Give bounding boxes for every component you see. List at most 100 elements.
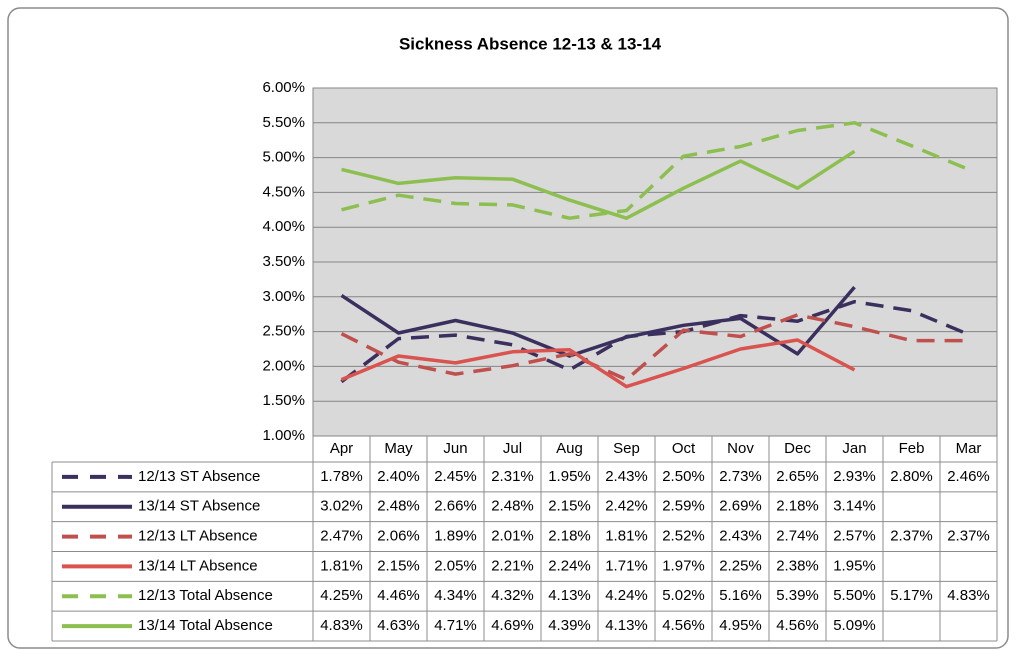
table-value: 5.17%: [890, 587, 933, 604]
table-value: 2.37%: [890, 528, 933, 545]
table-value: 2.24%: [548, 557, 591, 574]
y-tick-label: 1.00%: [262, 427, 305, 444]
legend-label: 12/13 LT Absence: [138, 528, 258, 545]
table-value: 4.83%: [947, 587, 990, 604]
table-value: 3.14%: [833, 498, 876, 515]
table-value: 4.39%: [548, 617, 591, 634]
y-tick-label: 2.00%: [262, 357, 305, 374]
table-value: 1.95%: [548, 468, 591, 485]
table-value: 2.50%: [662, 468, 705, 485]
chart-title: Sickness Absence 12-13 & 13-14: [399, 34, 662, 53]
table-value: 2.18%: [776, 498, 819, 515]
table-value: 4.34%: [434, 587, 477, 604]
table-value: 4.46%: [377, 587, 420, 604]
table-value: 2.01%: [491, 528, 534, 545]
x-tick-label: Mar: [956, 440, 982, 457]
x-tick-label: Jul: [503, 440, 522, 457]
table-value: 4.83%: [320, 617, 363, 634]
table-value: 4.25%: [320, 587, 363, 604]
legend-label: 12/13 ST Absence: [138, 468, 260, 485]
table-value: 1.89%: [434, 528, 477, 545]
x-tick-label: Oct: [672, 440, 696, 457]
y-tick-label: 5.00%: [262, 149, 305, 166]
x-tick-label: Jan: [842, 440, 866, 457]
series-line: [340, 285, 856, 358]
y-tick-label: 2.50%: [262, 323, 305, 340]
legend-label: 13/14 Total Absence: [138, 617, 273, 634]
legend-label: 13/14 LT Absence: [138, 557, 258, 574]
table-value: 2.46%: [947, 468, 990, 485]
table-value: 4.69%: [491, 617, 534, 634]
series-line: [340, 313, 969, 382]
table-value: 2.74%: [776, 528, 819, 545]
table-value: 4.56%: [662, 617, 705, 634]
table-value: 1.81%: [605, 528, 648, 545]
table-value: 2.57%: [833, 528, 876, 545]
series-line: [341, 149, 856, 220]
table-value: 2.31%: [491, 468, 534, 485]
table-value: 5.16%: [719, 587, 762, 604]
x-tick-label: Sep: [613, 440, 640, 457]
table-value: 4.63%: [377, 617, 420, 634]
table-value: 2.42%: [605, 498, 648, 515]
table-value: 1.81%: [320, 557, 363, 574]
x-tick-label: Feb: [899, 440, 925, 457]
table-value: 2.37%: [947, 528, 990, 545]
table-value: 1.71%: [605, 557, 648, 574]
table-value: 2.43%: [719, 528, 762, 545]
table-value: 4.24%: [605, 587, 648, 604]
table-value: 4.95%: [719, 617, 762, 634]
table-value: 2.45%: [434, 468, 477, 485]
table-value: 5.50%: [833, 587, 876, 604]
table-value: 2.66%: [434, 498, 477, 515]
y-tick-label: 3.50%: [262, 253, 305, 270]
table-value: 5.39%: [776, 587, 819, 604]
y-tick-label: 4.50%: [262, 183, 305, 200]
table-value: 4.71%: [434, 617, 477, 634]
x-tick-label: May: [384, 440, 413, 457]
table-value: 4.56%: [776, 617, 819, 634]
table-value: 2.52%: [662, 528, 705, 545]
table-value: 2.15%: [548, 498, 591, 515]
table-value: 3.02%: [320, 498, 363, 515]
table-value: 2.06%: [377, 528, 420, 545]
table-value: 2.18%: [548, 528, 591, 545]
table-value: 2.48%: [491, 498, 534, 515]
series-line: [340, 299, 970, 384]
table-value: 2.73%: [719, 468, 762, 485]
series-line: [340, 338, 856, 389]
x-tick-label: Nov: [727, 440, 754, 457]
table-value: 2.93%: [833, 468, 876, 485]
table-value: 5.02%: [662, 587, 705, 604]
y-tick-label: 6.00%: [262, 79, 305, 96]
legend-label: 12/13 Total Absence: [138, 587, 273, 604]
y-tick-label: 5.50%: [262, 114, 305, 131]
table-value: 2.69%: [719, 498, 762, 515]
x-tick-label: Apr: [330, 440, 353, 457]
table-value: 2.47%: [320, 528, 363, 545]
x-tick-label: Dec: [784, 440, 811, 457]
table-value: 2.80%: [890, 468, 933, 485]
y-tick-label: 1.50%: [262, 392, 305, 409]
legend-label: 13/14 ST Absence: [138, 498, 260, 515]
table-value: 1.95%: [833, 557, 876, 574]
table-value: 2.59%: [662, 498, 705, 515]
table-value: 2.15%: [377, 557, 420, 574]
x-tick-label: Jun: [443, 440, 467, 457]
x-tick-label: Aug: [556, 440, 583, 457]
table-value: 4.13%: [605, 617, 648, 634]
y-tick-label: 4.00%: [262, 218, 305, 235]
table-value: 2.65%: [776, 468, 819, 485]
y-tick-label: 3.00%: [262, 288, 305, 305]
table-value: 4.32%: [491, 587, 534, 604]
table-value: 2.40%: [377, 468, 420, 485]
table-value: 2.38%: [776, 557, 819, 574]
table-value: 1.78%: [320, 468, 363, 485]
table-value: 2.21%: [491, 557, 534, 574]
table-value: 1.97%: [662, 557, 705, 574]
table-value: 2.43%: [605, 468, 648, 485]
table-value: 2.48%: [377, 498, 420, 515]
table-value: 2.25%: [719, 557, 762, 574]
